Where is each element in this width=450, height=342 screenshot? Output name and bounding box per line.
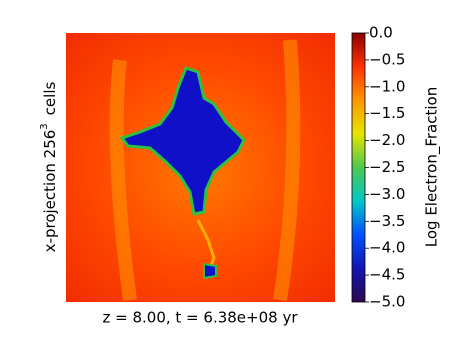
colorbar-label: Log Electron_Fraction <box>423 87 442 247</box>
colorbar <box>351 32 366 303</box>
y-tick-label: −4.5 <box>369 266 405 284</box>
projection-image <box>66 33 335 302</box>
y-tick-label: 0.0 <box>369 24 393 42</box>
y-tick-label: −2.0 <box>369 131 405 149</box>
y-tick-label: −1.5 <box>369 104 405 122</box>
y-tick-label: −3.5 <box>369 212 405 230</box>
y-label-suffix: cells <box>41 82 59 116</box>
y-tick-label: −4.0 <box>369 239 405 257</box>
y-tick-label: −2.5 <box>369 158 405 176</box>
y-tick-label: −5.0 <box>369 293 405 311</box>
y-tick-label: −1.0 <box>369 77 405 95</box>
y-tick-label: −3.0 <box>369 185 405 203</box>
y-tick-label: −0.5 <box>369 50 405 68</box>
x-label: z = 8.00, t = 6.38e+08 yr <box>103 309 299 327</box>
y-label: x-projection 2563 cells <box>39 82 59 253</box>
y-label-text: x-projection 256 <box>41 130 59 253</box>
y-label-sup: 3 <box>39 123 50 129</box>
